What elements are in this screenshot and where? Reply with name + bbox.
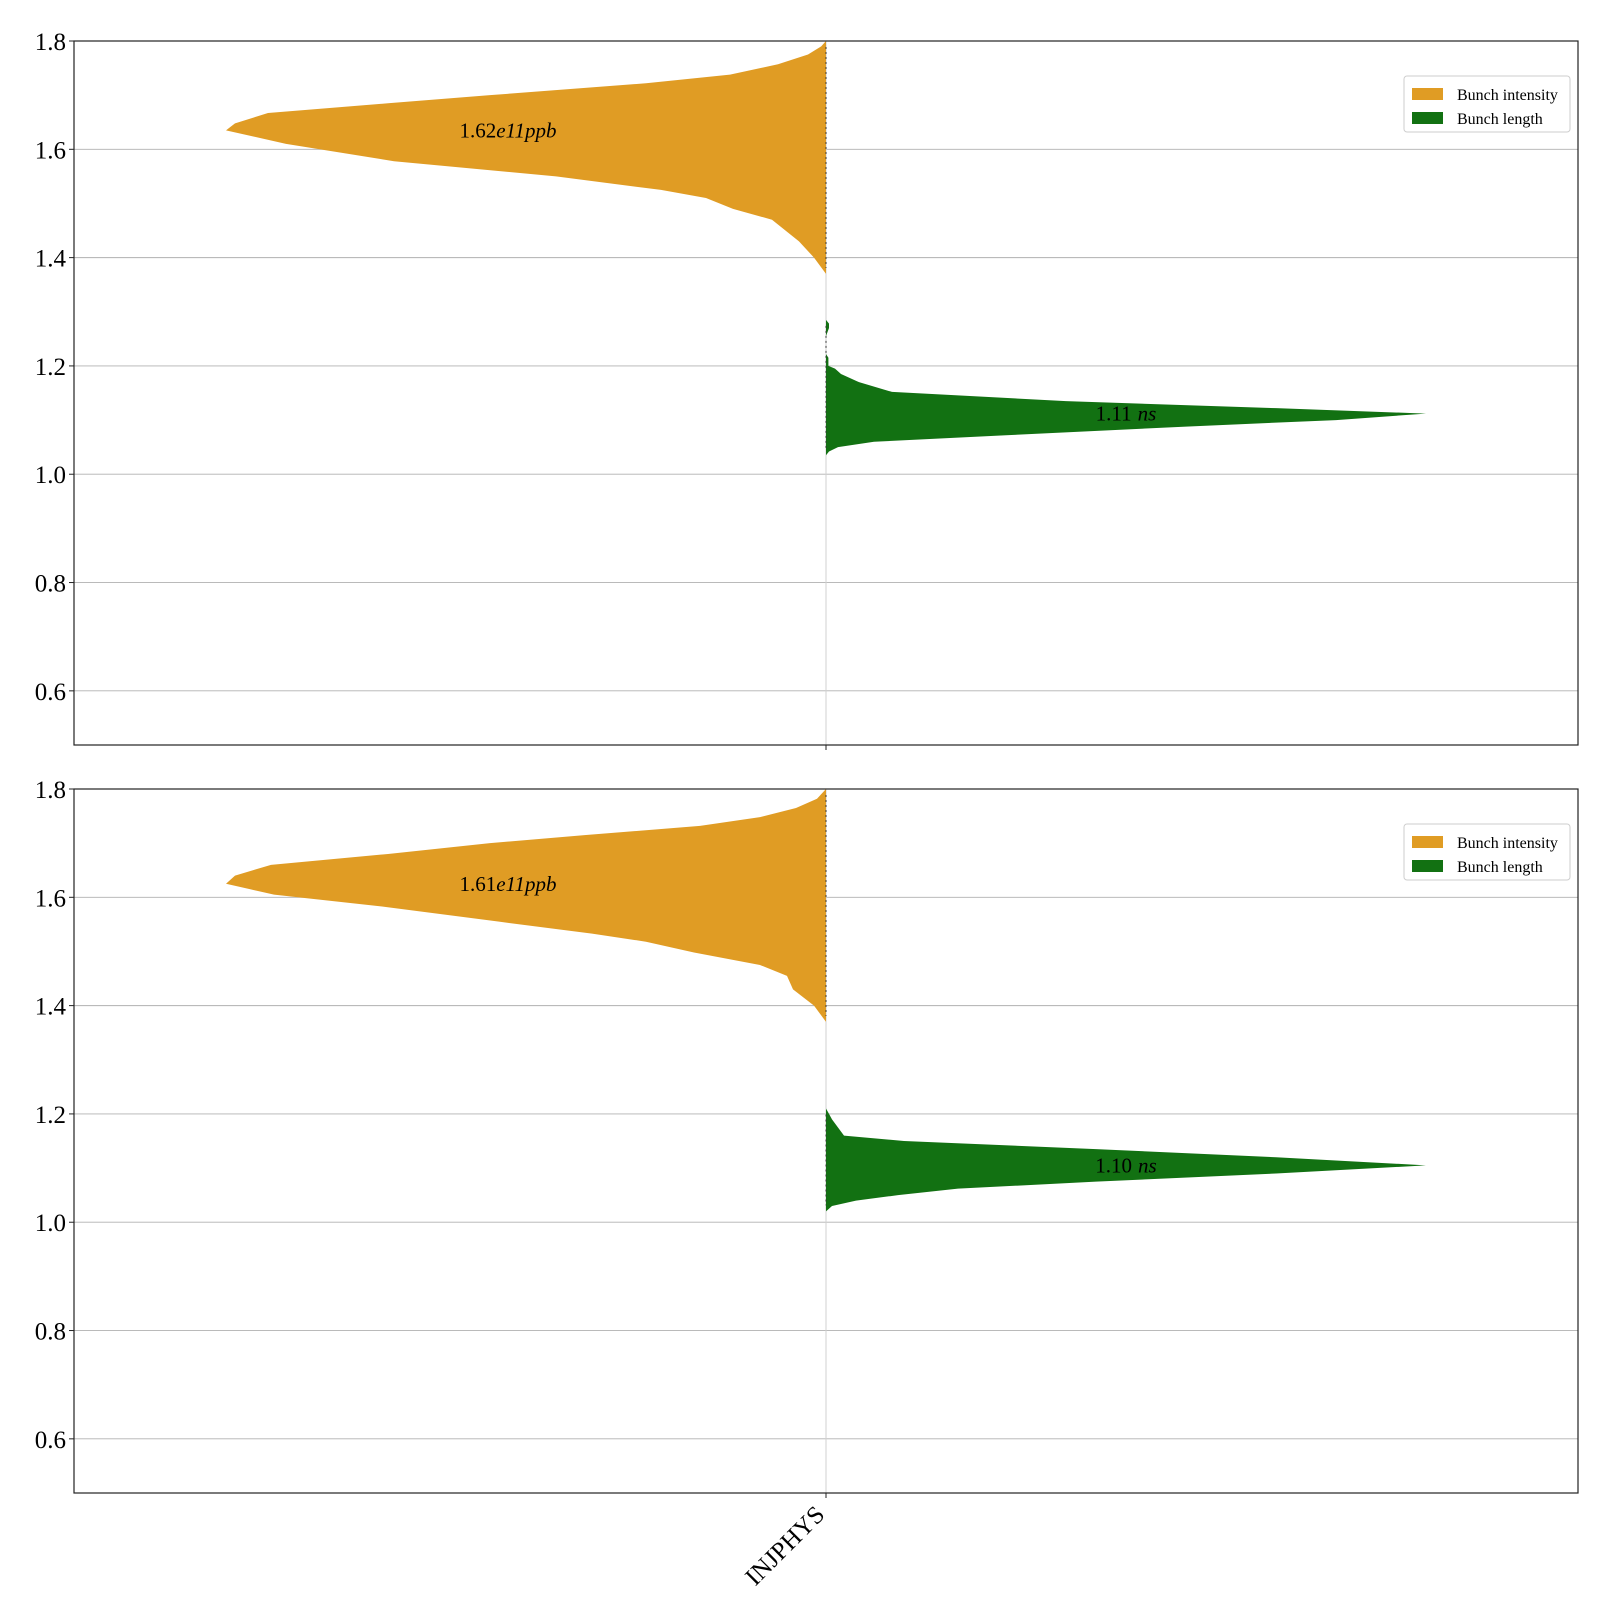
violin-length <box>826 319 1426 456</box>
ytick-label: 1.2 <box>35 354 66 381</box>
bottom-chart-panel: 1.61e11ppb 1.10 ns 0.6 0.8 1.0 1.2 1.4 1.6 1.8 B… <box>35 777 1579 1498</box>
intensity-annotation: 1.62e11ppb <box>459 118 556 142</box>
intensity-annotation: 1.61e11ppb <box>459 872 556 896</box>
ytick-label: 1.4 <box>35 246 67 273</box>
ytick-label: 1.0 <box>35 462 66 489</box>
legend-swatch <box>1412 88 1443 100</box>
bottom-legend <box>1403 823 1571 881</box>
ytick-label: 1.8 <box>35 777 66 804</box>
ytick-label: 0.8 <box>35 571 66 598</box>
top-chart-panel: 1.62e11ppb 1.11 ns 0.6 0.8 1.0 1.2 1.4 1.6 1.8 B… <box>35 29 1579 750</box>
legend-label: Bunch length <box>1457 859 1543 876</box>
violin-intensity <box>226 789 826 1022</box>
ytick-label: 1.0 <box>35 1210 66 1237</box>
violin-length <box>826 1108 1426 1212</box>
length-annotation: 1.11 ns <box>1096 402 1157 426</box>
legend-label: Bunch intensity <box>1457 87 1558 104</box>
ytick-label: 0.6 <box>35 679 66 706</box>
legend-swatch <box>1412 112 1443 124</box>
annotation-value: 1.61 <box>459 872 496 896</box>
annotation-value: 1.62 <box>459 118 496 142</box>
annotation-unit: e11ppb <box>496 118 556 142</box>
length-annotation: 1.10 ns <box>1095 1153 1156 1177</box>
annotation-value: 1.10 <box>1095 1153 1132 1177</box>
top-legend <box>1403 75 1571 133</box>
ytick-label: 1.4 <box>35 994 67 1021</box>
ytick-label: 1.2 <box>35 1102 66 1129</box>
legend-swatch <box>1412 860 1443 872</box>
annotation-value: 1.11 <box>1096 402 1132 426</box>
violin-intensity <box>226 41 826 274</box>
legend-swatch <box>1412 836 1443 848</box>
legend-label: Bunch length <box>1457 111 1543 128</box>
ytick-label: 1.8 <box>35 29 66 56</box>
annotation-unit: ns <box>1138 1153 1157 1177</box>
ytick-label: 1.6 <box>35 885 66 912</box>
x-tick-label: INJPHYS <box>740 1501 830 1591</box>
legend-label: Bunch intensity <box>1457 835 1558 852</box>
annotation-unit: ns <box>1138 402 1157 426</box>
ytick-label: 0.8 <box>35 1319 66 1346</box>
annotation-unit: e11ppb <box>496 872 556 896</box>
ytick-label: 1.6 <box>35 137 66 164</box>
ytick-label: 0.6 <box>35 1427 66 1454</box>
